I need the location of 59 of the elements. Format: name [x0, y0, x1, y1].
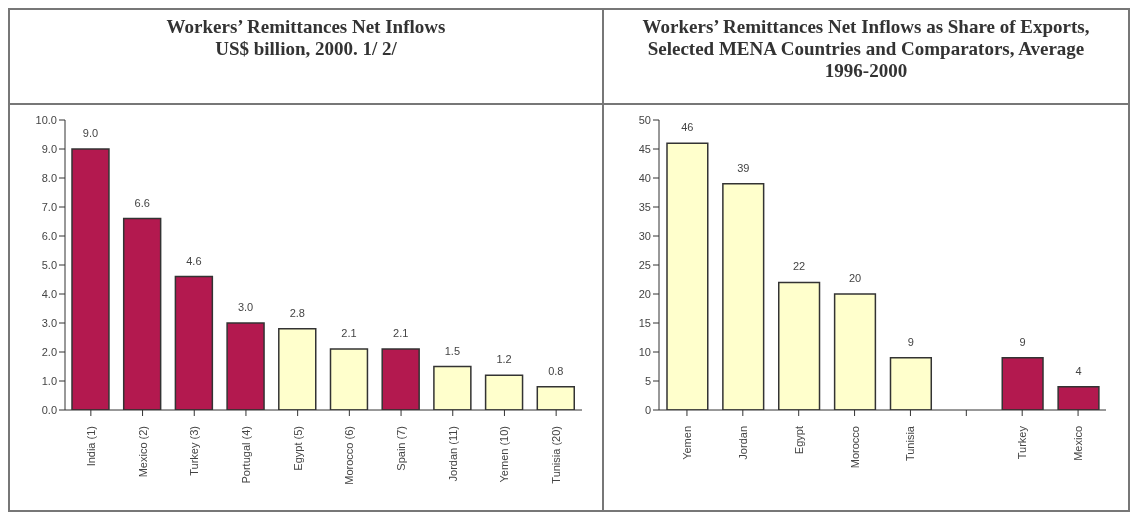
y-tick-label: 5	[644, 374, 651, 387]
data-label: 9	[1019, 335, 1026, 348]
x-tick-label: India (1)	[84, 426, 97, 467]
y-tick-label: 3.0	[41, 316, 57, 329]
y-tick-label: 40	[638, 171, 651, 184]
x-tick-label: Jordan (11)	[446, 426, 459, 482]
chart-title: Workers’ Remittances Net Inflows as Share of Exports, Selected MENA Countries and Comparators, Average 1996-2000	[641, 16, 1091, 82]
data-label: 1.2	[496, 353, 512, 366]
data-label: 0.8	[548, 364, 564, 377]
data-label: 4	[1075, 364, 1082, 377]
x-tick-label: Morocco (6)	[343, 426, 356, 485]
x-tick-label: Tunisia (20)	[550, 426, 563, 484]
x-tick-label: Turkey	[1016, 425, 1029, 460]
y-tick-label: 0	[644, 403, 651, 416]
data-label: 9.0	[82, 127, 99, 139]
data-label: 2.1	[393, 327, 409, 340]
y-tick-label: 10	[638, 345, 651, 358]
y-tick-label: 4.0	[41, 287, 57, 300]
y-tick-label: 1.0	[41, 374, 57, 387]
data-label: 46	[681, 121, 694, 134]
data-label: 3.0	[237, 301, 254, 313]
data-label: 20	[848, 272, 862, 284]
y-tick-label: 2.0	[41, 345, 57, 358]
x-tick-label: Egypt (5)	[291, 426, 304, 471]
x-tick-label: Turkey (3)	[188, 426, 201, 476]
data-label: 1.5	[444, 344, 461, 357]
x-tick-label: Tunisia	[904, 425, 917, 462]
data-label: 4.6	[186, 254, 202, 267]
x-tick-label: Spain (7)	[395, 426, 408, 471]
y-tick-label: 7.0	[41, 200, 57, 213]
y-tick-label: 25	[638, 258, 651, 271]
x-tick-label: Egypt	[792, 426, 805, 455]
y-tick-label: 35	[638, 200, 651, 213]
y-tick-label: 20	[638, 287, 651, 300]
x-tick-label: Portugal (4)	[239, 426, 252, 484]
x-tick-label: Jordan	[736, 426, 749, 460]
data-label: 22	[793, 260, 806, 273]
data-label: 2.8	[289, 306, 305, 319]
y-tick-label: 30	[638, 229, 651, 242]
y-tick-label: 50	[638, 113, 651, 126]
x-tick-label: Mexico	[1072, 426, 1085, 461]
chart-title: Workers’ Remittances Net Inflows	[165, 16, 447, 38]
y-tick-label: 15	[638, 316, 651, 329]
y-tick-label: 0.0	[41, 403, 57, 416]
y-tick-label: 8.0	[41, 171, 57, 184]
data-label: 39	[737, 161, 750, 174]
x-tick-label: Morocco	[848, 426, 861, 469]
x-tick-label: Mexico (2)	[136, 426, 149, 478]
y-tick-label: 9.0	[41, 142, 57, 155]
y-tick-label: 5.0	[41, 258, 57, 271]
y-tick-label: 6.0	[41, 229, 57, 242]
data-label: 6.6	[134, 196, 150, 209]
x-tick-label: Yemen	[680, 426, 693, 460]
chart-subtitle: US$ billion, 2000. 1/ 2/	[214, 38, 398, 60]
data-label: 2.1	[341, 327, 357, 340]
data-label: 9	[907, 335, 914, 348]
y-tick-label: 10.0	[35, 113, 57, 126]
x-tick-label: Yemen (10)	[498, 426, 511, 483]
y-tick-label: 45	[638, 142, 651, 155]
